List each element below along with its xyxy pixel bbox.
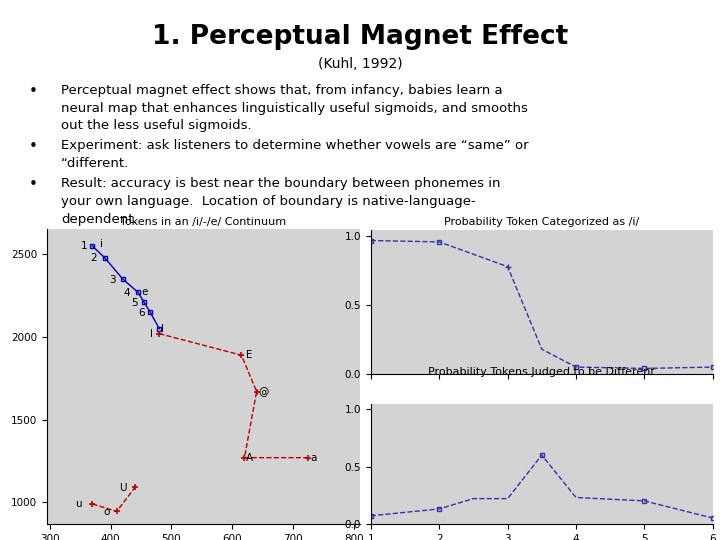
Text: Experiment: ask listeners to determine whether vowels are “same” or: Experiment: ask listeners to determine w… (61, 139, 528, 152)
Text: e: e (142, 287, 148, 297)
Text: out the less useful sigmoids.: out the less useful sigmoids. (61, 119, 252, 132)
Text: dependent.: dependent. (61, 213, 138, 226)
Text: Probability Tokens Judged to be Different: Probability Tokens Judged to be Differen… (428, 367, 655, 377)
Text: i: i (100, 239, 103, 248)
Text: U: U (119, 483, 127, 493)
Text: E: E (246, 350, 252, 361)
Text: l: l (161, 324, 164, 334)
Text: your own language.  Location of boundary is native-language-: your own language. Location of boundary … (61, 195, 476, 208)
Text: neural map that enhances linguistically useful sigmoids, and smooths: neural map that enhances linguistically … (61, 102, 528, 114)
Title: Tokens in an /i/-/e/ Continuum: Tokens in an /i/-/e/ Continuum (120, 217, 287, 227)
Text: 5: 5 (131, 298, 138, 308)
Text: •: • (29, 177, 37, 192)
Text: 6: 6 (139, 308, 145, 318)
Title: Probability Token Categorized as /i/: Probability Token Categorized as /i/ (444, 217, 639, 227)
Text: l: l (150, 329, 153, 339)
Text: 1: 1 (81, 241, 88, 251)
Text: •: • (29, 139, 37, 154)
Text: Result: accuracy is best near the boundary between phonemes in: Result: accuracy is best near the bounda… (61, 177, 500, 190)
Text: o: o (103, 507, 109, 517)
Text: Perceptual magnet effect shows that, from infancy, babies learn a: Perceptual magnet effect shows that, fro… (61, 84, 503, 97)
Text: a: a (310, 453, 317, 463)
Text: (Kuhl, 1992): (Kuhl, 1992) (318, 57, 402, 71)
Text: “different.: “different. (61, 157, 130, 170)
Text: u: u (76, 500, 82, 509)
Text: 3: 3 (109, 275, 115, 285)
Text: •: • (29, 84, 37, 99)
Text: 4: 4 (124, 288, 130, 298)
Text: 1. Perceptual Magnet Effect: 1. Perceptual Magnet Effect (152, 24, 568, 50)
Text: 2: 2 (91, 253, 97, 264)
Text: @: @ (258, 387, 269, 397)
Text: A: A (246, 453, 253, 463)
